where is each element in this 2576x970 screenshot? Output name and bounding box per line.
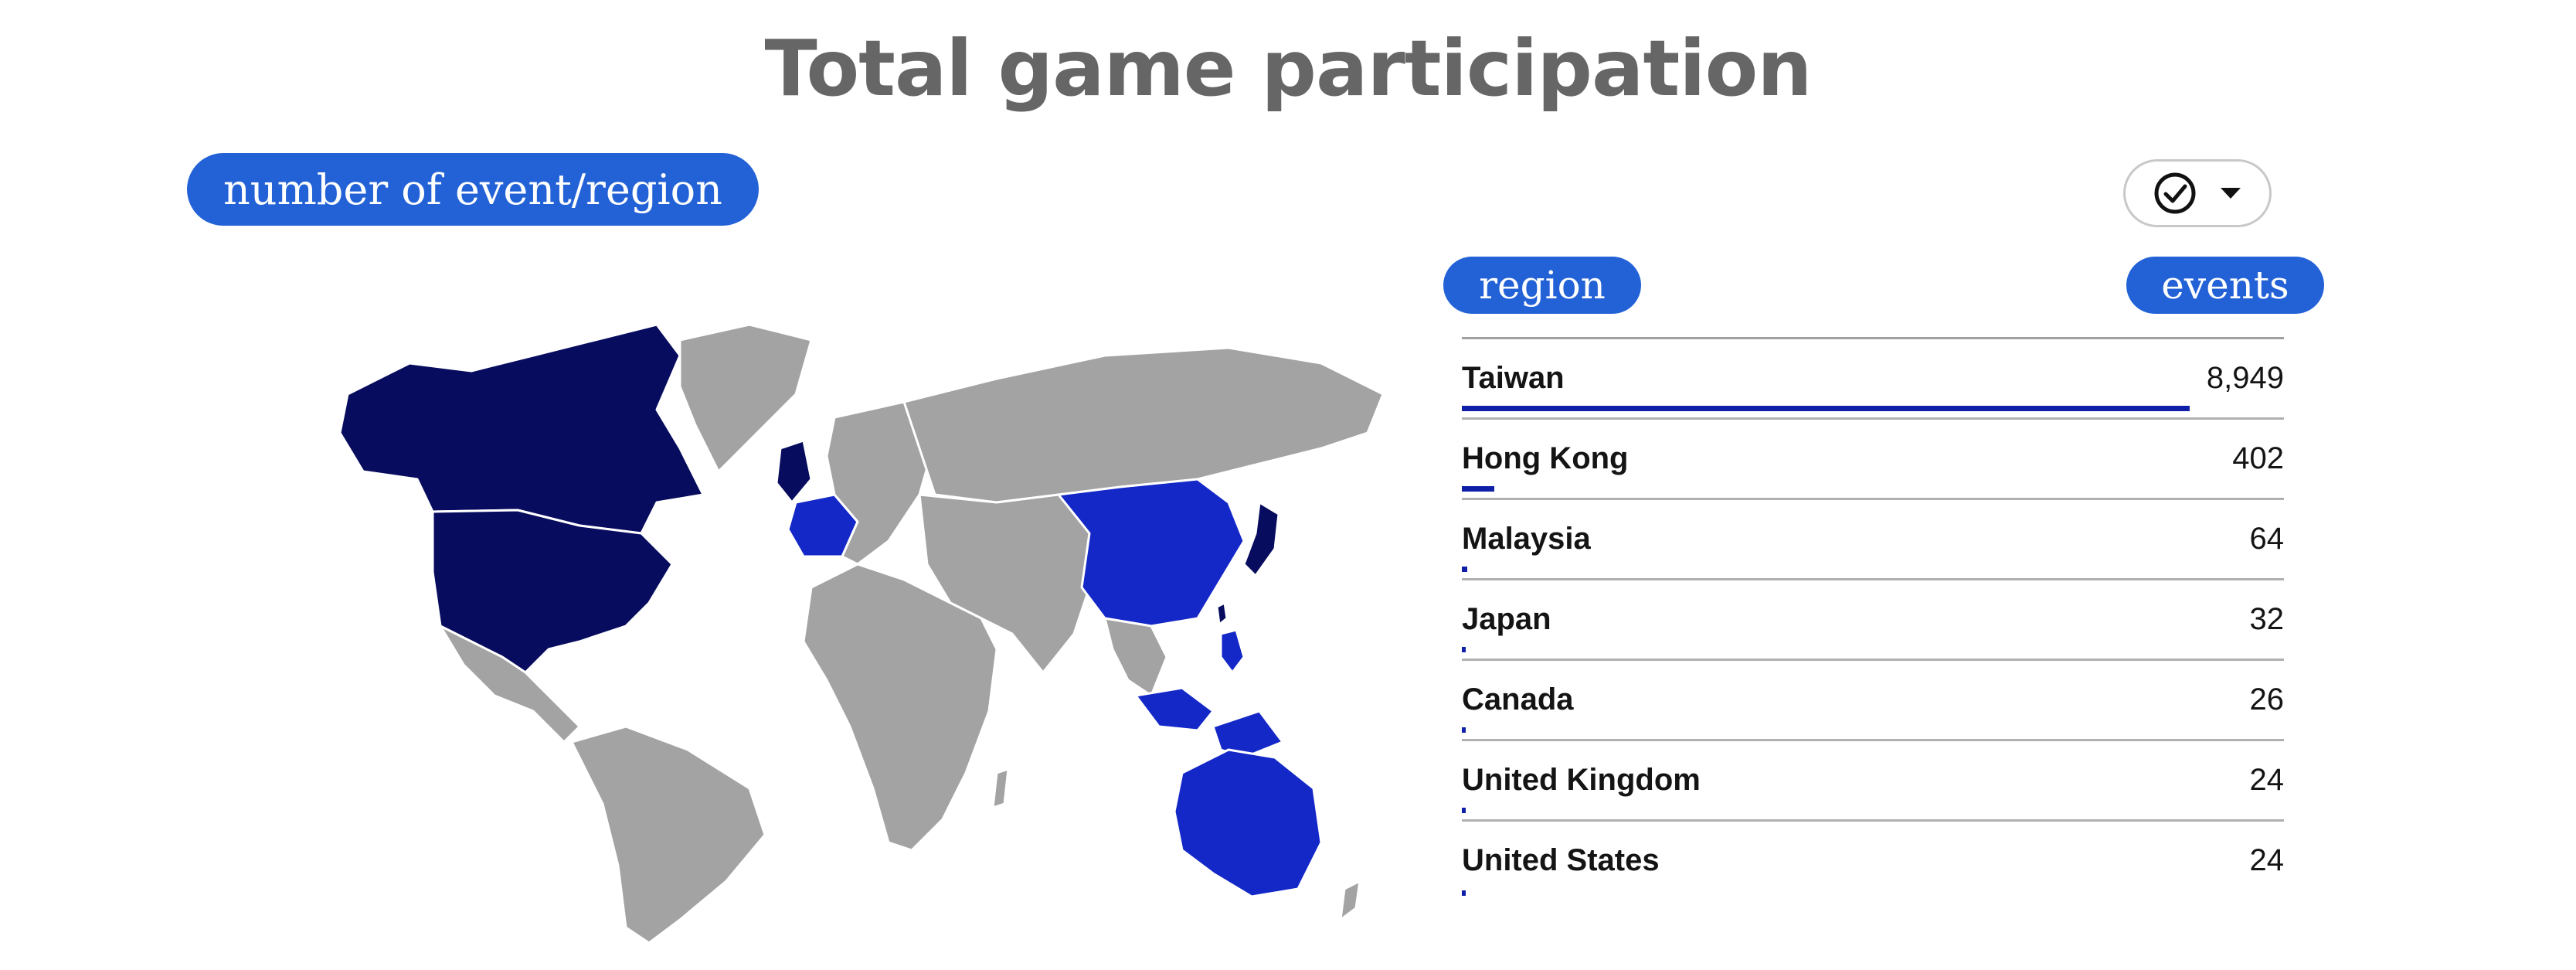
- map-region-russia: [902, 346, 1385, 504]
- map-region-indonesia: [1212, 710, 1284, 759]
- row-value-bar: [1462, 890, 1466, 896]
- map-region-southeast-asia: [1103, 617, 1168, 697]
- table-row[interactable]: United States 24: [1462, 822, 2284, 902]
- world-map[interactable]: [317, 309, 1429, 943]
- row-events-value: 402: [2232, 441, 2284, 475]
- table-top-divider: [1462, 337, 2284, 339]
- map-region-madagascar: [991, 767, 1010, 809]
- region-column-header[interactable]: region: [1443, 257, 1641, 314]
- map-region-malaysia: [1134, 686, 1215, 732]
- row-region-name: Malaysia: [1462, 522, 1591, 556]
- map-region-west-asia: [918, 493, 1091, 674]
- check-circle-icon: [2153, 171, 2197, 216]
- row-value-bar: [1462, 406, 2190, 411]
- table-row[interactable]: Hong Kong 402: [1462, 420, 2284, 500]
- map-region-south-america: [570, 725, 766, 943]
- row-region-name: Canada: [1462, 682, 1574, 716]
- row-events-value: 24: [2249, 763, 2285, 797]
- map-region-philippines: [1219, 628, 1246, 674]
- map-region-australia: [1173, 748, 1323, 898]
- row-events-value: 24: [2249, 843, 2285, 877]
- filter-dropdown-button[interactable]: [2123, 159, 2272, 227]
- caret-down-icon: [2219, 186, 2242, 200]
- table-row[interactable]: Canada 26: [1462, 661, 2284, 741]
- row-value-bar: [1462, 727, 1466, 733]
- table-body: Taiwan 8,949 Hong Kong 402 Malaysia 64 Japan 32…: [1462, 339, 2284, 902]
- section-label: number of event/region: [187, 153, 759, 226]
- map-region-mexico: [439, 625, 581, 744]
- row-value-bar: [1462, 647, 1466, 652]
- row-region-name: United States: [1462, 843, 1660, 877]
- row-events-value: 32: [2249, 602, 2285, 636]
- map-region-japan: [1242, 501, 1280, 577]
- events-column-header[interactable]: events: [2126, 257, 2324, 314]
- map-region-new-zealand: [1339, 880, 1361, 921]
- map-region-taiwan: [1215, 601, 1229, 626]
- table-row[interactable]: Malaysia 64: [1462, 500, 2284, 580]
- map-region-united-kingdom: [775, 439, 813, 504]
- row-value-bar: [1462, 486, 1494, 492]
- row-region-name: Japan: [1462, 602, 1551, 636]
- row-events-value: 8,949: [2206, 361, 2284, 395]
- row-events-value: 26: [2249, 682, 2285, 716]
- map-region-canada: [338, 323, 705, 535]
- row-region-name: United Kingdom: [1462, 763, 1701, 797]
- map-region-greenland: [678, 323, 813, 473]
- page-title: Total game participation: [764, 23, 1813, 114]
- row-region-name: Hong Kong: [1462, 441, 1629, 475]
- table-row[interactable]: Japan 32: [1462, 580, 2284, 661]
- row-value-bar: [1462, 808, 1466, 813]
- region-events-table: Taiwan 8,949 Hong Kong 402 Malaysia 64 Japan 32…: [1462, 337, 2284, 902]
- table-row[interactable]: United Kingdom 24: [1462, 741, 2284, 822]
- table-row[interactable]: Taiwan 8,949: [1462, 339, 2284, 420]
- map-region-china: [1057, 478, 1246, 628]
- row-value-bar: [1462, 567, 1467, 572]
- row-events-value: 64: [2249, 522, 2285, 556]
- row-region-name: Taiwan: [1462, 361, 1565, 395]
- map-region-africa: [802, 563, 998, 852]
